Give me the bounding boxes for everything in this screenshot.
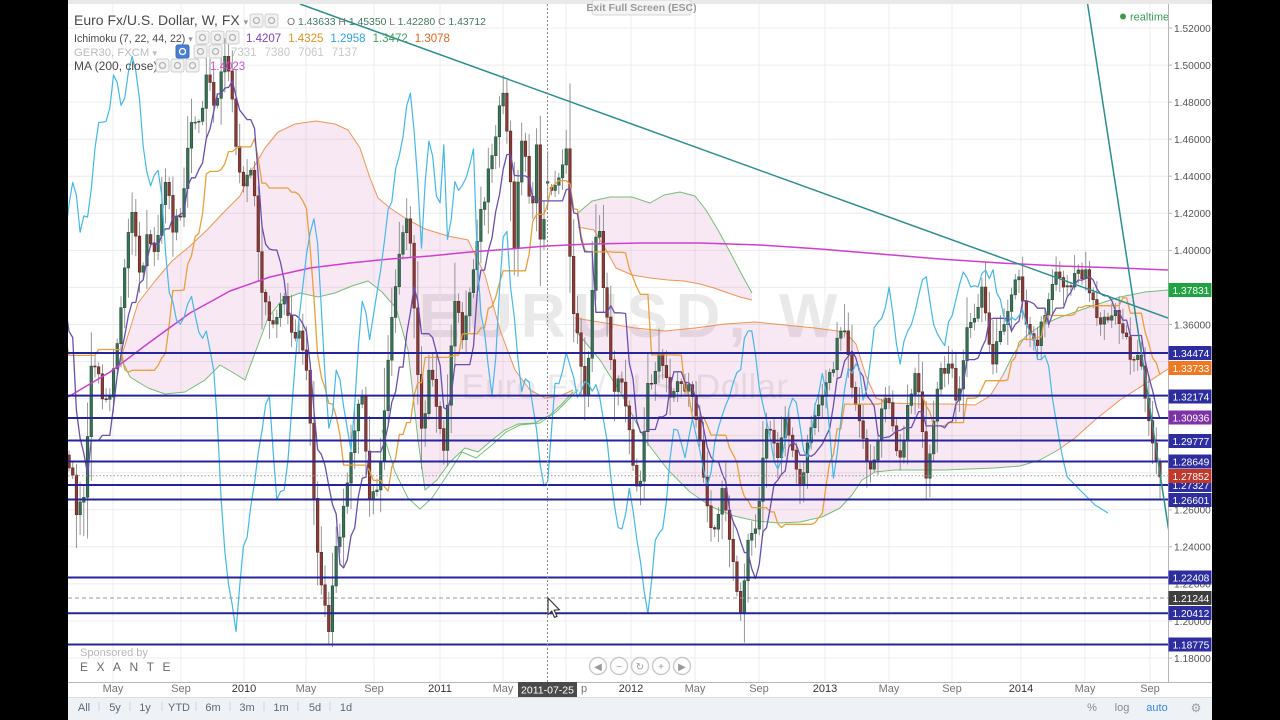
svg-text:1.21244: 1.21244 <box>1173 594 1210 605</box>
svg-text:1d: 1d <box>340 702 352 714</box>
svg-text:May: May <box>879 683 900 695</box>
svg-text:GER30, FXCM ▾: GER30, FXCM ▾ <box>74 47 157 59</box>
svg-text:MA (200, close) ▾: MA (200, close) ▾ <box>74 59 166 73</box>
svg-text:↻: ↻ <box>636 662 644 673</box>
svg-text:2011-07-25: 2011-07-25 <box>521 685 574 697</box>
svg-text:Sep: Sep <box>749 683 769 695</box>
svg-text:1.33733: 1.33733 <box>1173 364 1210 375</box>
svg-text:auto: auto <box>1146 702 1167 714</box>
svg-text:1.48000: 1.48000 <box>1174 98 1211 109</box>
svg-text:1.44000: 1.44000 <box>1174 172 1211 183</box>
svg-text:realtime: realtime <box>1130 12 1169 24</box>
svg-text:Ichimoku (7, 22, 44, 22) ▾: Ichimoku (7, 22, 44, 22) ▾ <box>74 33 193 45</box>
svg-text:All: All <box>78 702 90 714</box>
svg-text:1.50000: 1.50000 <box>1174 61 1211 72</box>
svg-text:1.18000: 1.18000 <box>1174 654 1211 665</box>
svg-text:5y: 5y <box>109 702 121 714</box>
svg-text:1.37831: 1.37831 <box>1173 286 1210 297</box>
svg-text:May: May <box>685 683 706 695</box>
svg-text:2013: 2013 <box>813 683 837 695</box>
svg-text:Sep: Sep <box>942 683 962 695</box>
svg-text:1.26601: 1.26601 <box>1173 496 1210 507</box>
svg-text:EXANTE: EXANTE <box>80 660 179 674</box>
svg-text:⚙: ⚙ <box>1191 701 1202 715</box>
svg-text:May: May <box>103 683 124 695</box>
svg-text:◀: ◀ <box>594 662 602 673</box>
svg-text:1.29777: 1.29777 <box>1173 437 1210 448</box>
svg-text:▶: ▶ <box>678 662 686 673</box>
svg-text:O 1.43633 H 1.45350 L 1.42280: O 1.43633 H 1.45350 L 1.42280 C 1.43712 <box>287 17 486 28</box>
svg-text:1.20000: 1.20000 <box>1174 617 1211 628</box>
svg-text:2011: 2011 <box>428 683 452 695</box>
svg-text:Euro Fx/U.S. Dollar, W, FX ▾: Euro Fx/U.S. Dollar, W, FX ▾ <box>74 12 249 28</box>
svg-text:1.27327: 1.27327 <box>1173 481 1210 492</box>
svg-text:1.18775: 1.18775 <box>1173 640 1210 651</box>
svg-text:Sponsored by: Sponsored by <box>80 647 148 659</box>
svg-text:−: − <box>616 662 622 673</box>
svg-text:1.26000: 1.26000 <box>1174 506 1211 517</box>
svg-text:+: + <box>658 662 664 673</box>
svg-text:1.34474: 1.34474 <box>1173 349 1210 360</box>
svg-text:Sep: Sep <box>1140 683 1160 695</box>
svg-text:1.32174: 1.32174 <box>1173 392 1210 403</box>
svg-text:1.27852: 1.27852 <box>1173 472 1210 483</box>
svg-text:YTD: YTD <box>168 702 190 714</box>
svg-text:May: May <box>296 683 317 695</box>
svg-text:May: May <box>1075 683 1096 695</box>
svg-text:1.22408: 1.22408 <box>1173 573 1210 584</box>
svg-text:1.30936: 1.30936 <box>1173 413 1210 424</box>
svg-text:1.4023: 1.4023 <box>210 61 245 73</box>
svg-text:1.52000: 1.52000 <box>1174 24 1211 35</box>
svg-text:1.36000: 1.36000 <box>1174 320 1211 331</box>
svg-text:log: log <box>1115 702 1130 714</box>
svg-text:2010: 2010 <box>232 683 256 695</box>
svg-text:2012: 2012 <box>619 683 643 695</box>
svg-text:1.20412: 1.20412 <box>1173 609 1210 620</box>
svg-text:Sep: Sep <box>364 683 384 695</box>
svg-text:6m: 6m <box>205 702 220 714</box>
svg-text:p: p <box>581 683 587 695</box>
svg-text:1.22000: 1.22000 <box>1174 580 1211 591</box>
svg-text:Exit Full Screen (ESC): Exit Full Screen (ESC) <box>586 2 696 14</box>
svg-text:%: % <box>1087 702 1097 714</box>
svg-text:1.40000: 1.40000 <box>1174 246 1211 257</box>
svg-text:1.46000: 1.46000 <box>1174 135 1211 146</box>
svg-text:1.24000: 1.24000 <box>1174 543 1211 554</box>
svg-text:3m: 3m <box>239 702 254 714</box>
svg-text:1.28649: 1.28649 <box>1173 457 1210 468</box>
svg-text:1m: 1m <box>273 702 288 714</box>
svg-text:5d: 5d <box>309 702 321 714</box>
svg-text:1y: 1y <box>139 702 151 714</box>
svg-text:May: May <box>493 683 514 695</box>
svg-text:1.42000: 1.42000 <box>1174 209 1211 220</box>
svg-text:Sep: Sep <box>171 683 191 695</box>
svg-text:2014: 2014 <box>1009 683 1033 695</box>
